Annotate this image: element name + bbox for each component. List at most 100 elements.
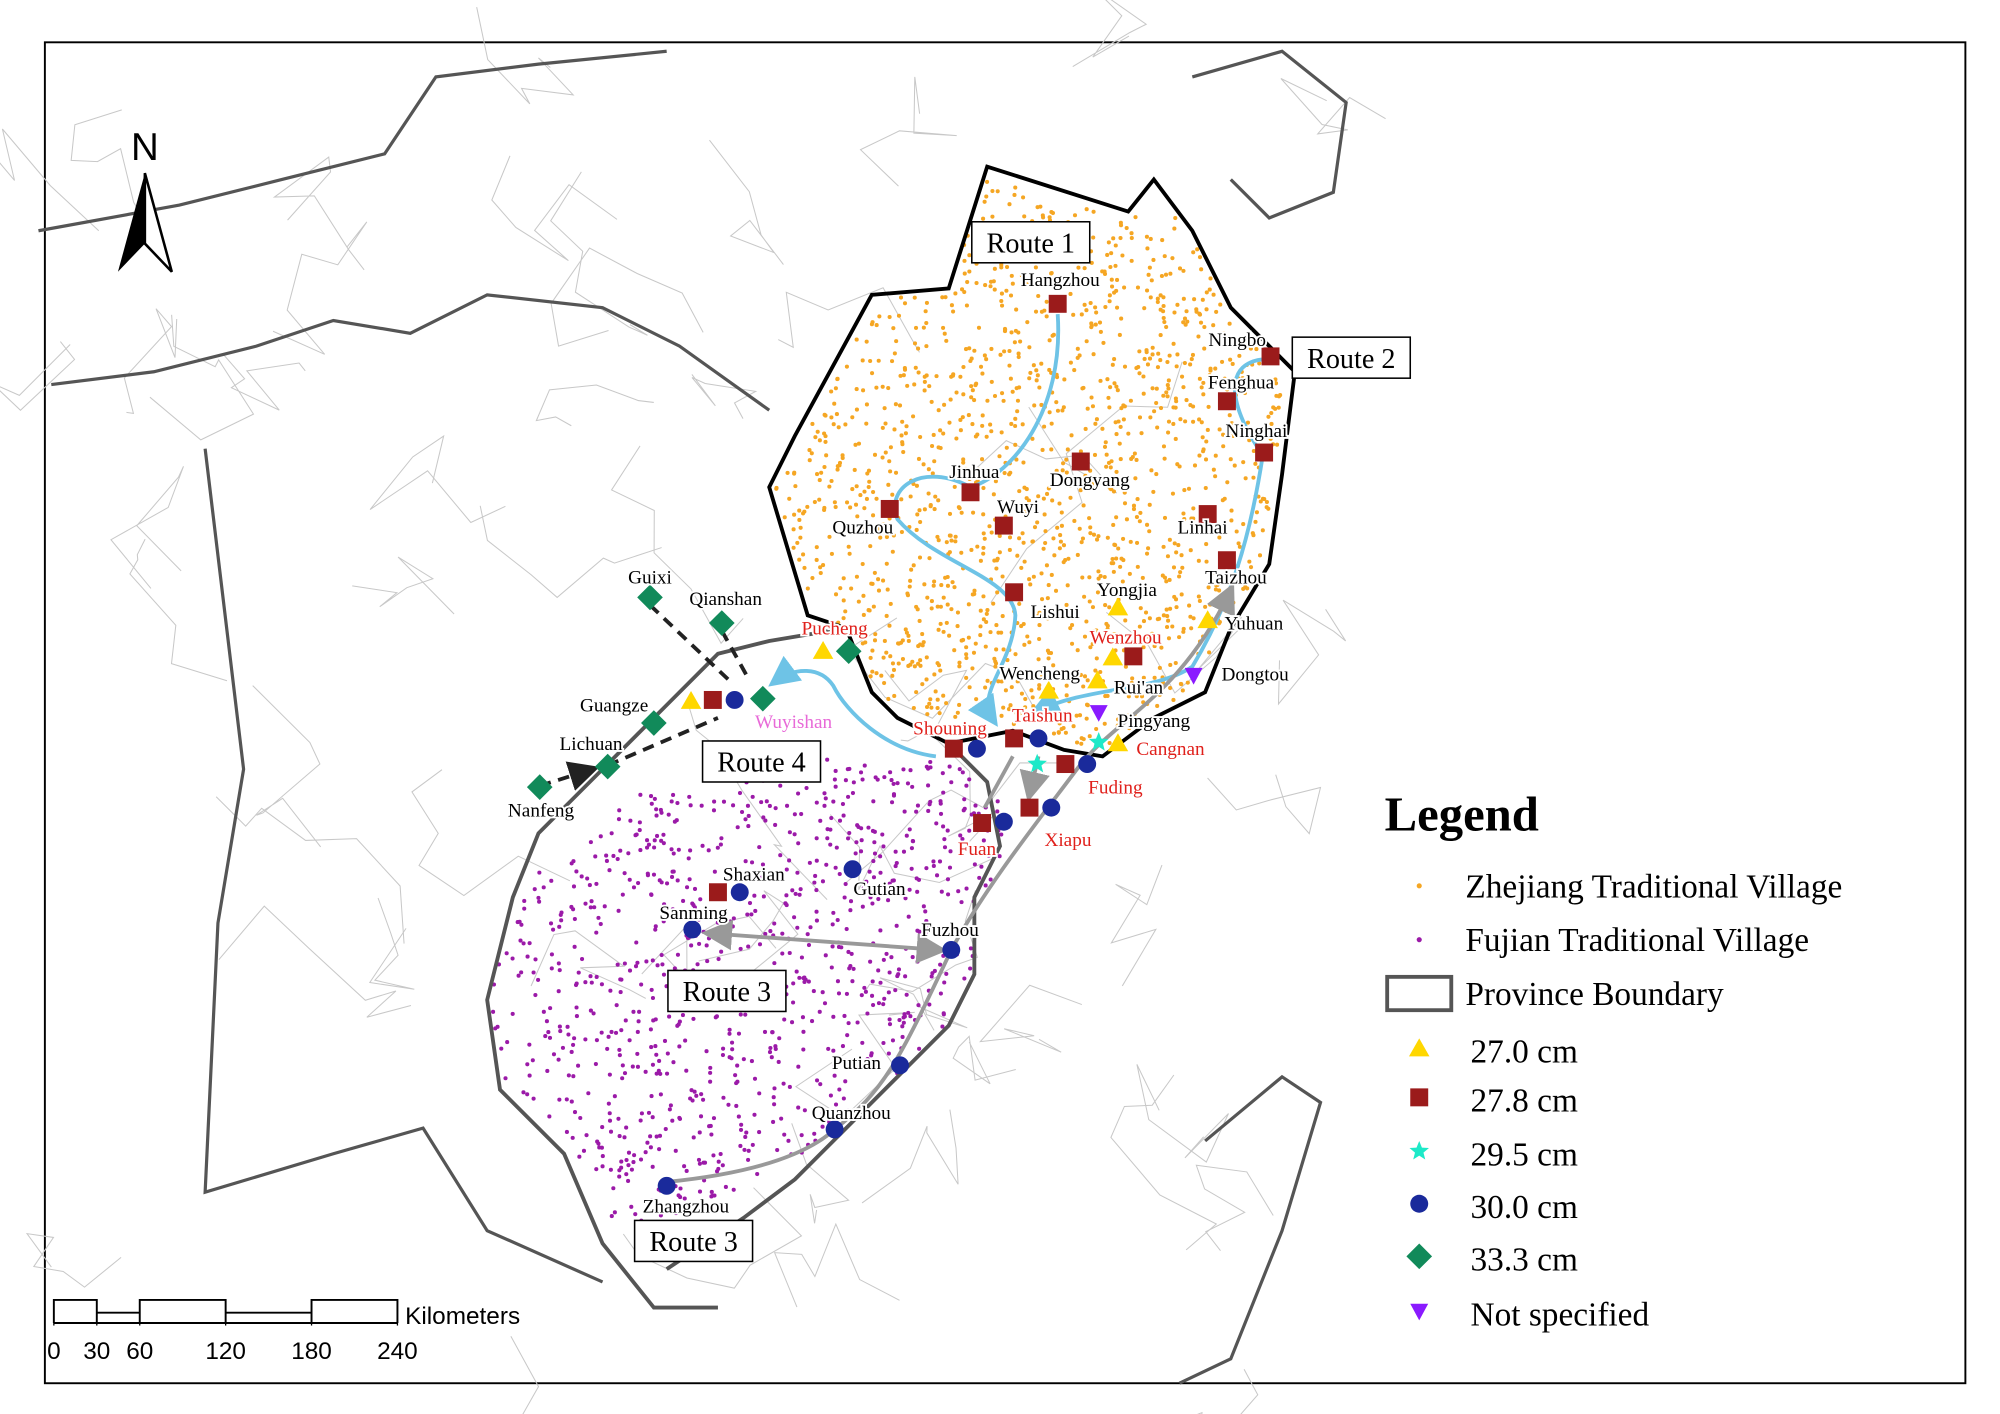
place-label: Dongtou xyxy=(1221,665,1289,686)
village-dot xyxy=(1165,383,1170,388)
village-dot xyxy=(882,996,887,1001)
village-dot xyxy=(852,467,857,473)
village-dot xyxy=(1177,464,1182,469)
village-dot xyxy=(999,832,1004,837)
village-dot xyxy=(665,1051,670,1056)
village-dot xyxy=(1064,457,1069,462)
village-dot xyxy=(1066,556,1071,561)
place-label: Jinhua xyxy=(949,462,1000,483)
village-dot xyxy=(1173,216,1178,221)
village-dot xyxy=(793,484,798,489)
marker-diamond xyxy=(835,638,862,665)
village-dot xyxy=(1227,321,1232,326)
village-dot xyxy=(1234,529,1239,534)
village-dot xyxy=(688,848,693,853)
village-dot xyxy=(772,921,777,926)
marker-circle xyxy=(657,1176,676,1195)
village-dot xyxy=(551,1052,557,1057)
village-dot xyxy=(545,1068,550,1073)
village-dot xyxy=(661,972,667,977)
village-dot xyxy=(812,499,817,505)
village-dot xyxy=(853,629,858,634)
village-dot xyxy=(1060,408,1065,413)
village-dot xyxy=(791,545,796,550)
village-dot xyxy=(893,988,898,993)
route-box xyxy=(701,740,822,783)
place-label: Yuhuan xyxy=(1224,613,1283,634)
village-dot xyxy=(612,1210,617,1215)
village-dot xyxy=(752,893,757,898)
village-dot xyxy=(1207,287,1212,292)
village-dot xyxy=(571,1042,576,1047)
village-dot xyxy=(847,830,852,836)
village-dot xyxy=(854,574,859,579)
village-dot xyxy=(1104,621,1109,626)
village-dot xyxy=(960,287,965,292)
village-dot xyxy=(970,422,975,427)
village-dot xyxy=(653,924,658,929)
village-dot xyxy=(810,1019,815,1024)
village-dot xyxy=(982,353,987,358)
village-dot xyxy=(1173,660,1178,666)
village-dot xyxy=(890,549,895,554)
village-dot xyxy=(867,869,872,874)
village-dot xyxy=(655,963,660,968)
village-dot xyxy=(922,582,927,587)
village-dot xyxy=(648,1145,653,1150)
village-dot xyxy=(949,780,954,785)
village-dot xyxy=(906,633,911,638)
village-dot xyxy=(862,506,867,511)
village-dot xyxy=(993,664,998,669)
village-dot xyxy=(1161,303,1166,309)
marker-square xyxy=(1048,294,1067,313)
village-dot xyxy=(912,664,917,669)
village-dot xyxy=(1032,403,1037,408)
village-dot xyxy=(1007,547,1012,553)
village-dot xyxy=(525,1092,530,1097)
village-dot xyxy=(690,901,695,906)
village-dot xyxy=(598,834,603,839)
village-dot xyxy=(936,498,941,503)
village-dot xyxy=(1134,514,1139,520)
village-dot xyxy=(829,478,834,484)
village-dot xyxy=(1108,385,1113,390)
village-dot xyxy=(1162,319,1167,325)
village-dot xyxy=(931,859,936,864)
village-dot xyxy=(636,880,641,886)
village-dot xyxy=(1230,361,1235,366)
village-dot xyxy=(1013,652,1018,657)
village-dot xyxy=(1148,236,1153,242)
village-dot xyxy=(527,1073,532,1078)
village-dot xyxy=(737,790,743,796)
village-dot xyxy=(1259,385,1264,390)
route-line xyxy=(893,313,1061,727)
village-dot xyxy=(955,624,960,629)
village-dot xyxy=(858,493,863,498)
village-dot xyxy=(1145,522,1150,527)
village-dot xyxy=(726,1102,731,1107)
village-dot xyxy=(807,458,812,463)
village-dot xyxy=(1187,603,1192,608)
village-dot xyxy=(964,652,969,657)
village-dot xyxy=(1002,470,1007,476)
village-dot xyxy=(1215,597,1220,602)
village-dot xyxy=(833,386,838,391)
village-dot xyxy=(622,871,627,876)
village-dot xyxy=(1203,526,1208,531)
village-dot xyxy=(1188,362,1193,367)
village-dot xyxy=(738,1012,743,1017)
village-dot xyxy=(1063,730,1068,735)
village-dot xyxy=(1043,676,1048,681)
village-dot xyxy=(926,766,931,771)
village-dot xyxy=(926,467,931,472)
village-dot xyxy=(517,919,522,924)
village-dot xyxy=(804,785,809,791)
village-dot xyxy=(810,421,815,426)
village-dot xyxy=(1016,354,1021,360)
village-dot xyxy=(940,771,945,776)
village-dot xyxy=(1013,442,1018,447)
village-dot xyxy=(667,1014,672,1019)
village-dot xyxy=(785,803,790,808)
village-dot xyxy=(1057,546,1062,551)
marker-circle xyxy=(1078,755,1097,774)
